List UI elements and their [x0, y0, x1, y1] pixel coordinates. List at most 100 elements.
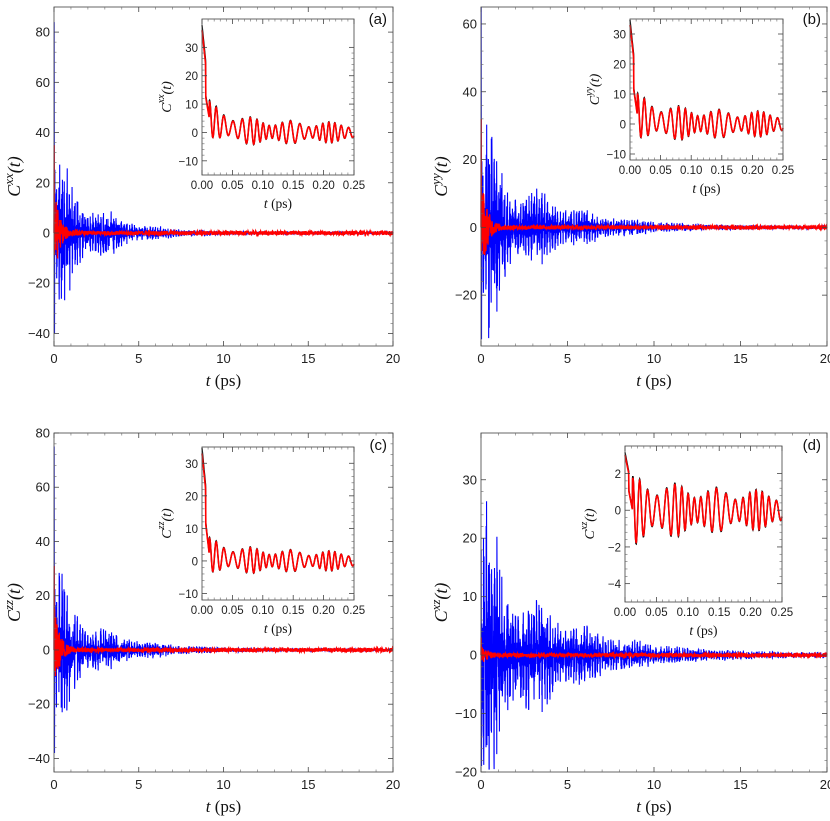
x-tick-label: 0.25: [343, 180, 365, 192]
y-label-argument: (t): [588, 73, 603, 87]
y-tick-label: 60: [463, 16, 477, 31]
x-label-variable: t: [636, 371, 642, 390]
y-tick-label: −40: [28, 326, 50, 341]
x-tick-label: 0.20: [312, 605, 334, 617]
x-label-variable: t: [206, 797, 212, 816]
y-label-argument: (t): [160, 508, 175, 522]
x-tick-label: 15: [733, 351, 747, 366]
y-tick-label: 0: [192, 128, 198, 140]
y-tick-label: −10: [606, 150, 626, 162]
x-axis-label: t (ps): [264, 196, 292, 211]
x-tick-label: 0.05: [649, 165, 671, 177]
y-label-argument: (t): [4, 583, 25, 600]
x-tick-label: 0.25: [772, 165, 794, 177]
inset-plot: 0.00 0.05 0.10 0.15 0.20 0.25 −10 0 10 20 30 Cxx(t)…: [156, 18, 365, 211]
inset-fit-line: [201, 453, 355, 574]
y-tick-label: 30: [613, 30, 626, 42]
y-tick-label: −20: [28, 276, 50, 291]
y-tick-label: 20: [36, 175, 50, 190]
x-tick-label: 15: [301, 351, 315, 366]
x-label-unit: (ps): [211, 797, 242, 816]
x-tick-label: 0.00: [191, 605, 213, 617]
y-tick-label: 0: [43, 642, 50, 657]
x-tick-label: 0.20: [739, 607, 761, 619]
series-fit-line: [53, 145, 394, 259]
y-label-argument: (t): [160, 81, 175, 95]
y-label-superscript: xx: [156, 94, 167, 104]
y-axis-label: Cxx(t): [156, 81, 175, 113]
y-tick-label: −20: [455, 765, 477, 780]
y-label-symbol: C: [160, 103, 175, 113]
x-axis-label: t (ps): [689, 623, 717, 638]
y-label-symbol: C: [4, 609, 24, 622]
y-tick-label: 0: [192, 556, 198, 568]
x-label-unit: (ps): [696, 181, 720, 196]
inset-plot: 0.00 0.05 0.10 0.15 0.20 0.25 −10 0 10 20 30 Czz(t)…: [156, 446, 365, 636]
panel-label: (d): [803, 437, 821, 454]
x-tick-label: 15: [301, 777, 315, 792]
y-label-symbol: C: [431, 609, 451, 622]
x-axis-label: t (ps): [692, 181, 720, 196]
y-tick-label: 30: [185, 43, 198, 55]
y-axis-label: Cxx(t): [1, 156, 25, 197]
y-tick-label: 0: [620, 120, 626, 132]
x-label-unit: (ps): [641, 371, 672, 390]
x-tick-label: 0: [477, 777, 484, 792]
y-label-superscript: zz: [156, 521, 167, 530]
y-tick-label: 80: [36, 25, 50, 40]
x-tick-label: 0.05: [221, 605, 243, 617]
x-tick-label: 5: [564, 351, 571, 366]
y-tick-label: 10: [185, 100, 198, 112]
y-axis-label: Cxz(t): [428, 583, 452, 623]
inset-plot-area: [202, 447, 354, 600]
y-tick-label: −20: [455, 288, 477, 303]
inset-frame: [201, 18, 355, 176]
x-axis-label: t (ps): [264, 621, 292, 636]
x-label-variable: t: [264, 196, 269, 211]
inset-frame: [629, 18, 784, 161]
x-tick-label: 20: [386, 351, 400, 366]
y-label-superscript: yy: [428, 173, 443, 187]
x-tick-label: 5: [135, 777, 142, 792]
y-tick-label: 0: [615, 506, 621, 518]
x-tick-label: 0: [50, 777, 57, 792]
x-axis-label: t (ps): [206, 797, 241, 816]
y-tick-label: 20: [463, 531, 477, 546]
inset-fit-line: [629, 24, 784, 141]
y-tick-label: 20: [36, 588, 50, 603]
x-tick-label: 0.25: [771, 607, 793, 619]
y-tick-label: 0: [470, 220, 477, 235]
x-label-unit: (ps): [268, 621, 292, 636]
y-axis-label: Czz(t): [1, 583, 25, 622]
inset-plot-area: [630, 19, 783, 160]
inset-plot-area: [202, 19, 354, 175]
y-label-superscript: xx: [1, 173, 16, 186]
y-tick-label: −20: [28, 697, 50, 712]
y-tick-label: 20: [185, 71, 198, 83]
y-label-symbol: C: [4, 184, 24, 197]
x-tick-label: 5: [135, 351, 142, 366]
y-label-symbol: C: [588, 95, 603, 105]
x-tick-label: 0.05: [645, 607, 667, 619]
x-tick-label: 0.20: [741, 165, 763, 177]
x-tick-label: 0.15: [708, 607, 730, 619]
x-label-variable: t: [636, 797, 642, 816]
y-tick-label: 0: [43, 226, 50, 241]
y-tick-label: −40: [28, 751, 50, 766]
x-label-variable: t: [206, 371, 212, 390]
y-axis-label: Cyy(t): [428, 156, 452, 197]
y-label-superscript: yy: [584, 86, 595, 96]
x-axis-label: t (ps): [206, 371, 241, 390]
x-tick-label: 10: [647, 777, 661, 792]
x-label-unit: (ps): [641, 797, 672, 816]
x-tick-label: 10: [216, 777, 230, 792]
x-label-unit: (ps): [211, 371, 242, 390]
y-tick-label: 20: [613, 60, 626, 72]
y-axis-label: Czz(t): [156, 508, 175, 539]
y-tick-label: −10: [178, 156, 198, 168]
x-tick-label: 0.00: [614, 607, 636, 619]
y-tick-label: 10: [185, 524, 198, 536]
x-tick-label: 20: [386, 777, 400, 792]
